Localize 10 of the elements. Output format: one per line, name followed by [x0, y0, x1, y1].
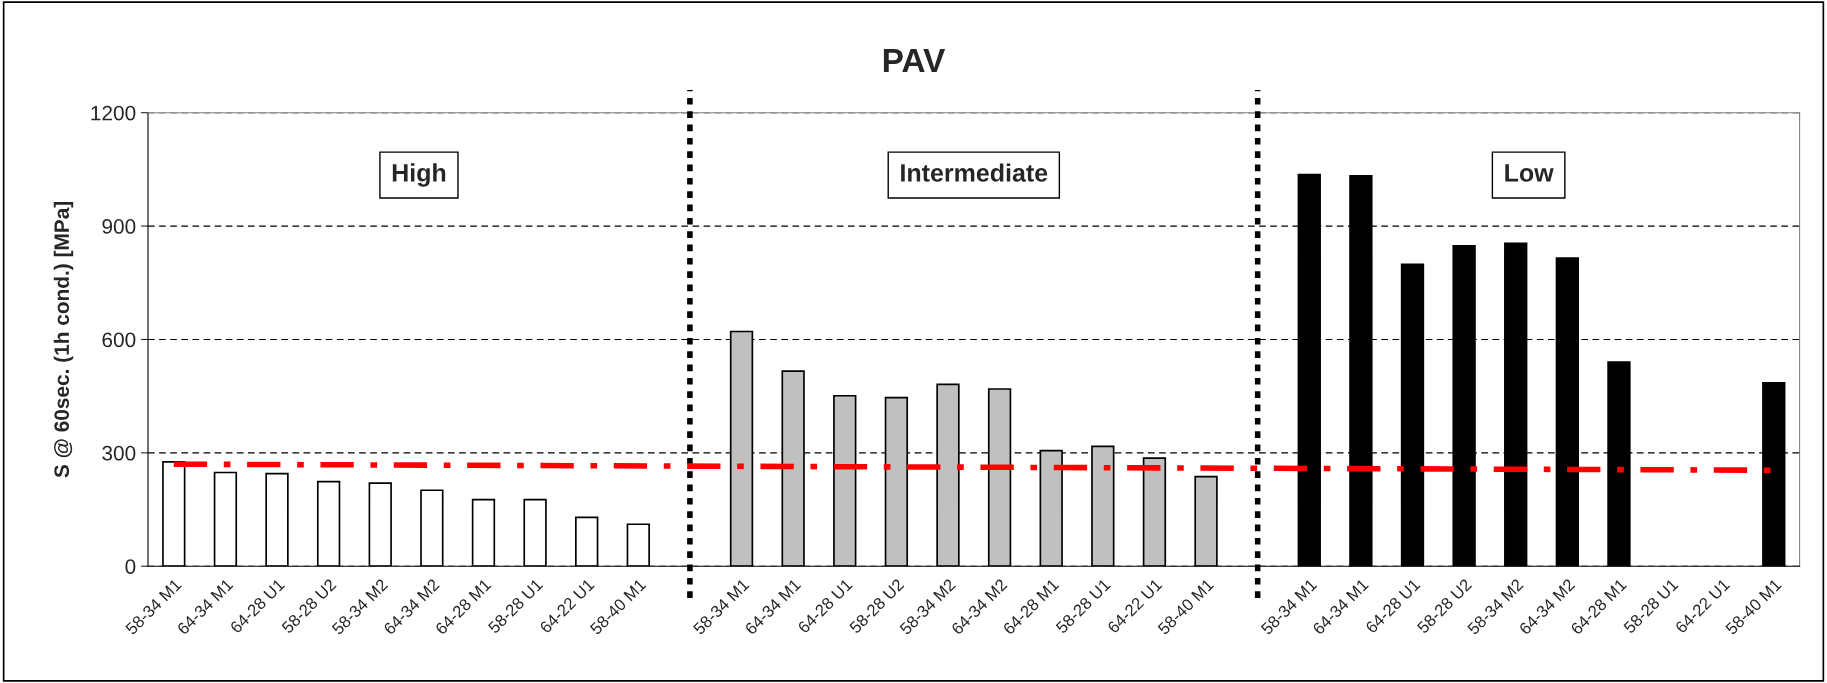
y-axis-title: S @ 60sec. (1h cond.) [MPa]: [53, 201, 74, 478]
y-tick-label: 600: [102, 332, 136, 348]
annotation: High: [392, 163, 446, 187]
annotation: Intermediate: [901, 163, 1048, 182]
y-tick-label: 0: [125, 559, 136, 574]
y-tick-label: 900: [102, 219, 136, 234]
y-tick-label: 1200: [91, 105, 136, 121]
annotation: Low: [1505, 164, 1554, 182]
y-tick-label: 300: [102, 445, 136, 461]
chart-title: PAV: [883, 49, 946, 72]
